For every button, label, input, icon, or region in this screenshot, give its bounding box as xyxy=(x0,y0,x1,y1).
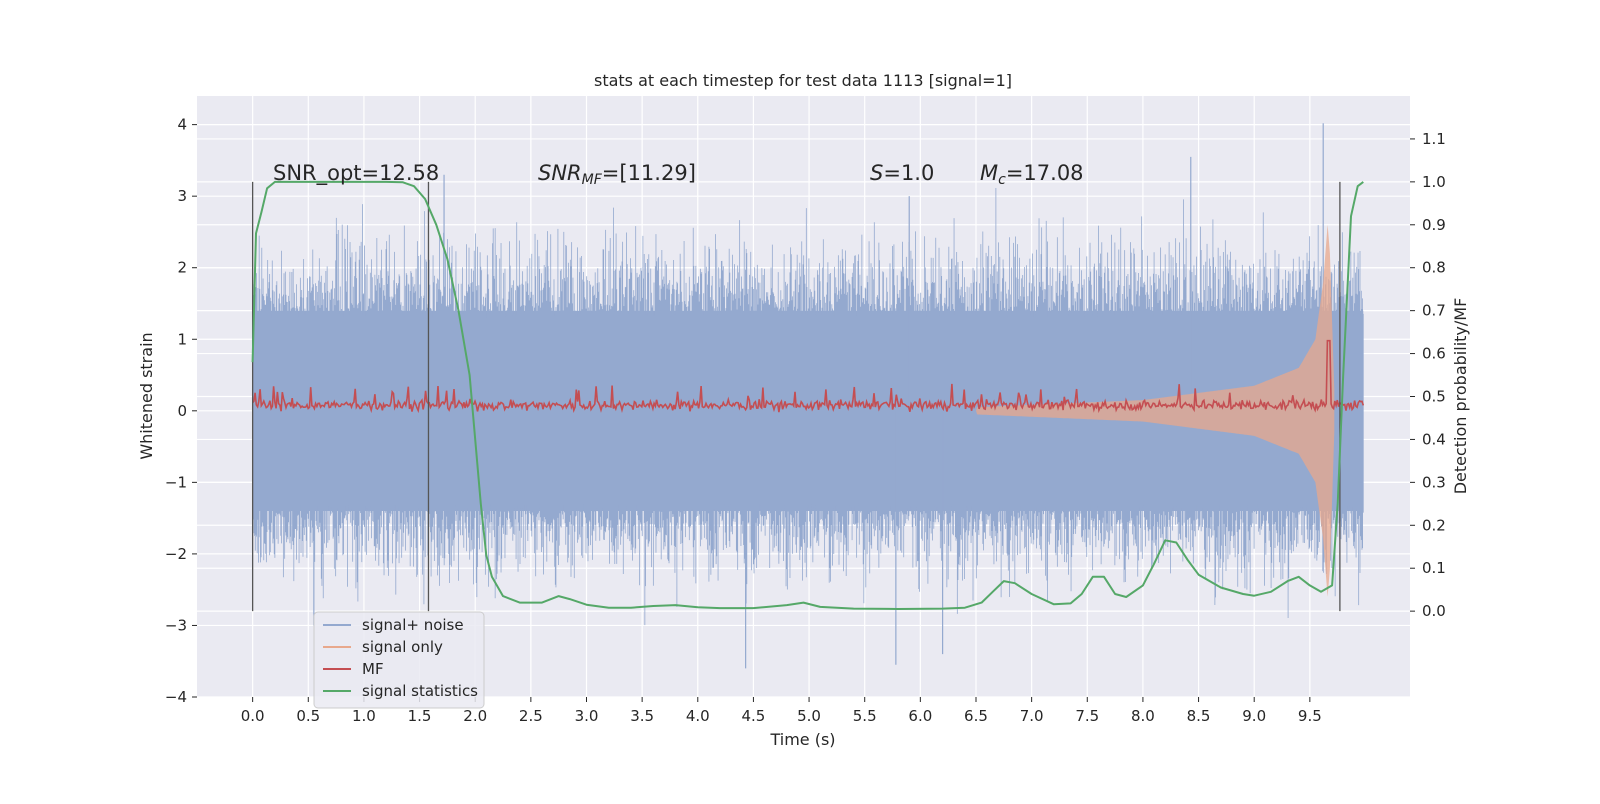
y-tick-label-left: 4 xyxy=(177,116,187,134)
y-tick-label-right: 0.0 xyxy=(1422,602,1446,620)
x-tick-label: 2.0 xyxy=(463,707,487,725)
x-tick-label: 5.0 xyxy=(797,707,821,725)
signal-statistics-line xyxy=(251,180,1364,610)
x-tick-label: 8.5 xyxy=(1187,707,1211,725)
x-tick-label: 6.5 xyxy=(964,707,988,725)
x-tick-label: 8.0 xyxy=(1131,707,1155,725)
y-tick-label-left: −4 xyxy=(165,688,187,706)
y-tick-label-right: 0.5 xyxy=(1422,388,1446,406)
x-tick-label: 3.0 xyxy=(575,707,599,725)
legend-label-mf: MF xyxy=(362,660,384,678)
x-tick-label: 7.5 xyxy=(1075,707,1099,725)
y-tick-label-right: 0.6 xyxy=(1422,345,1446,363)
y-tick-label-right: 0.2 xyxy=(1422,516,1446,534)
annotation-mc-symbol: M xyxy=(980,161,998,185)
y-tick-label-right: 0.9 xyxy=(1422,216,1446,234)
y-axis-label-left: Whitened strain xyxy=(137,332,156,459)
annotation-snr-mf-value: =[11.29] xyxy=(602,161,696,185)
signal-only-series xyxy=(976,224,1335,597)
y-tick-label-left: −2 xyxy=(165,545,187,563)
annotation-mc-value: =17.08 xyxy=(1006,161,1084,185)
x-tick-label: 0.0 xyxy=(241,707,265,725)
legend-box xyxy=(313,611,485,709)
x-tick-label: 7.0 xyxy=(1020,707,1044,725)
vertical-markers xyxy=(251,181,1341,612)
chart-title: stats at each timestep for test data 111… xyxy=(594,71,1012,90)
x-tick-label: 0.5 xyxy=(296,707,320,725)
legend-label-signal-noise: signal+ noise xyxy=(362,616,464,634)
legend: signal+ noise signal only MF signal stat… xyxy=(313,611,485,709)
y-tick-label-right: 0.4 xyxy=(1422,430,1446,448)
x-tick-label: 4.0 xyxy=(686,707,710,725)
y-axis-label-right: Detection probability/MF xyxy=(1451,298,1470,495)
annotation-snr-mf-subscript: MF xyxy=(582,172,603,188)
x-tick-label: 3.5 xyxy=(630,707,654,725)
y-tick-label-left: −3 xyxy=(165,616,187,634)
y-tick-label-left: 1 xyxy=(177,330,187,348)
annotation-snr-mf-symbol: SNR xyxy=(538,161,582,185)
axis-ticks: 0.0 0.5 1.0 1.5 2.0 2.5 3.0 3.5 4.0 4.5 5.0 5.5 6.0 6… xyxy=(165,116,1446,725)
y-tick-label-right: 1.1 xyxy=(1422,130,1446,148)
y-tick-label-right: 0.3 xyxy=(1422,473,1446,491)
x-tick-label: 1.5 xyxy=(408,707,432,725)
legend-label-signal-statistics: signal statistics xyxy=(362,682,478,700)
legend-label-signal-only: signal only xyxy=(362,638,443,656)
signal-statistics-series xyxy=(251,180,1364,610)
annotation-snr-mf: SNRMF=[11.29] xyxy=(538,161,696,188)
mf-series xyxy=(251,339,1365,414)
x-tick-label: 5.5 xyxy=(853,707,877,725)
y-tick-label-left: 2 xyxy=(177,259,187,277)
annotation-snr-opt: SNR_opt=12.58 xyxy=(273,161,439,186)
annotation-s: S=1.0 xyxy=(870,161,934,185)
y-tick-label-right: 0.8 xyxy=(1422,259,1446,277)
y-tick-label-right: 0.1 xyxy=(1422,559,1446,577)
y-tick-label-right: 0.7 xyxy=(1422,302,1446,320)
x-tick-label: 4.5 xyxy=(741,707,765,725)
annotation-mc: Mc=17.08 xyxy=(980,161,1084,188)
mf-line xyxy=(251,339,1365,414)
x-tick-label: 1.0 xyxy=(352,707,376,725)
annotation-s-symbol: S xyxy=(870,161,883,185)
y-tick-label-left: 0 xyxy=(177,402,187,420)
x-tick-label: 2.5 xyxy=(519,707,543,725)
x-axis-label: Time (s) xyxy=(769,730,835,749)
y-tick-label-left: −1 xyxy=(165,473,187,491)
x-tick-label: 9.0 xyxy=(1242,707,1266,725)
annotation-s-value: =1.0 xyxy=(883,161,934,185)
x-tick-label: 6.0 xyxy=(908,707,932,725)
y-tick-label-right: 1.0 xyxy=(1422,173,1446,191)
annotation-mc-subscript: c xyxy=(998,172,1006,188)
chirp-envelope xyxy=(976,224,1335,597)
x-tick-label: 9.5 xyxy=(1298,707,1322,725)
y-tick-label-left: 3 xyxy=(177,187,187,205)
